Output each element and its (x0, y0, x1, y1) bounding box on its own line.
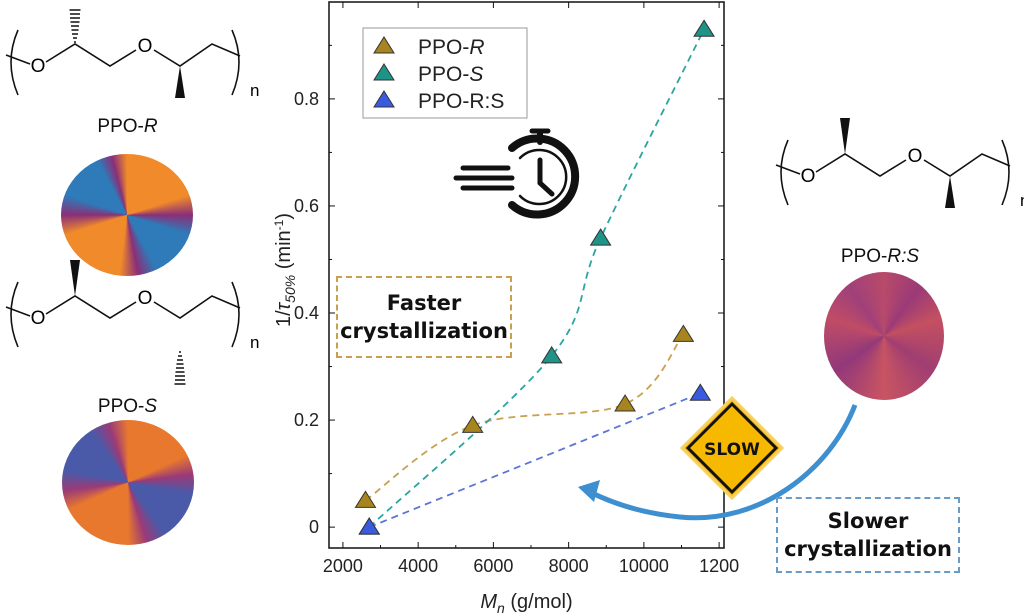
legend-marker (373, 90, 395, 108)
data-point-0 (461, 415, 484, 433)
slow-sign-icon: SLOW (679, 395, 785, 501)
faster-line2: crystallization (340, 319, 508, 343)
x-tick-label: 10000 (619, 556, 669, 576)
x-tick-label: 1200 (699, 556, 739, 576)
x-axis-label: Mn (g/mol) (480, 591, 572, 615)
data-point-0 (672, 324, 695, 342)
data-point-0 (354, 490, 377, 508)
ppo-r-spherulite (61, 154, 193, 276)
ppo-s-spherulite (62, 420, 194, 545)
legend-label: PPO-R:S (418, 90, 504, 113)
x-tick-label: 2000 (323, 556, 363, 576)
slow-sign-text: SLOW (704, 440, 760, 460)
chart: 2000 4000 6000 8000 10000 120000.20.40.60.8Mn… (272, 1, 739, 615)
legend: PPO-R PPO-S PPO-R:S (362, 27, 528, 119)
ppo-rs-structure (775, 118, 1024, 211)
data-point-1 (589, 228, 612, 246)
series-line-0 (364, 333, 685, 502)
legend-label: PPO-R (418, 36, 485, 59)
x-tick-label: 8000 (549, 556, 589, 576)
slower-arrow (578, 404, 858, 521)
ppo-rs-spherulite (824, 272, 944, 400)
plot-frame (328, 1, 725, 549)
y-tick-label: 0.6 (294, 196, 319, 216)
data-point-2 (358, 517, 381, 535)
ppo-r-label: PPO-R (97, 116, 158, 137)
x-tick-label: 4000 (398, 556, 438, 576)
y-tick-label: 0.8 (294, 89, 319, 109)
data-point-1 (693, 19, 715, 37)
y-axis-label: 1/τ50% (min-1) (272, 213, 298, 327)
ppo-rs-label: PPO-R:S (840, 246, 920, 267)
data-point-1 (540, 345, 563, 364)
legend-label: PPO-S (418, 63, 483, 86)
legend-marker (373, 36, 395, 54)
ppo-s-structure (5, 260, 261, 385)
slower-line2: crystallization (784, 537, 952, 561)
stopwatch-icon (453, 128, 580, 219)
series-line-1 (368, 28, 705, 528)
data-point-0 (614, 394, 636, 412)
y-tick-label: 0 (309, 517, 319, 537)
faster-line1: Faster (386, 291, 462, 315)
y-tick-label: 0.4 (294, 303, 319, 323)
faster-crystallization-box: Faster crystallization (336, 276, 512, 358)
ppo-r-structure (5, 9, 261, 101)
data-point-2 (689, 383, 712, 401)
legend-marker (373, 63, 395, 81)
slower-line1: Slower (827, 509, 909, 533)
ppo-s-label: PPO-S (97, 396, 158, 417)
x-tick-label: 6000 (473, 556, 513, 576)
slower-crystallization-box: Slower crystallization (776, 497, 960, 573)
y-tick-label: 0.2 (294, 410, 319, 430)
series-line-2 (368, 392, 701, 528)
